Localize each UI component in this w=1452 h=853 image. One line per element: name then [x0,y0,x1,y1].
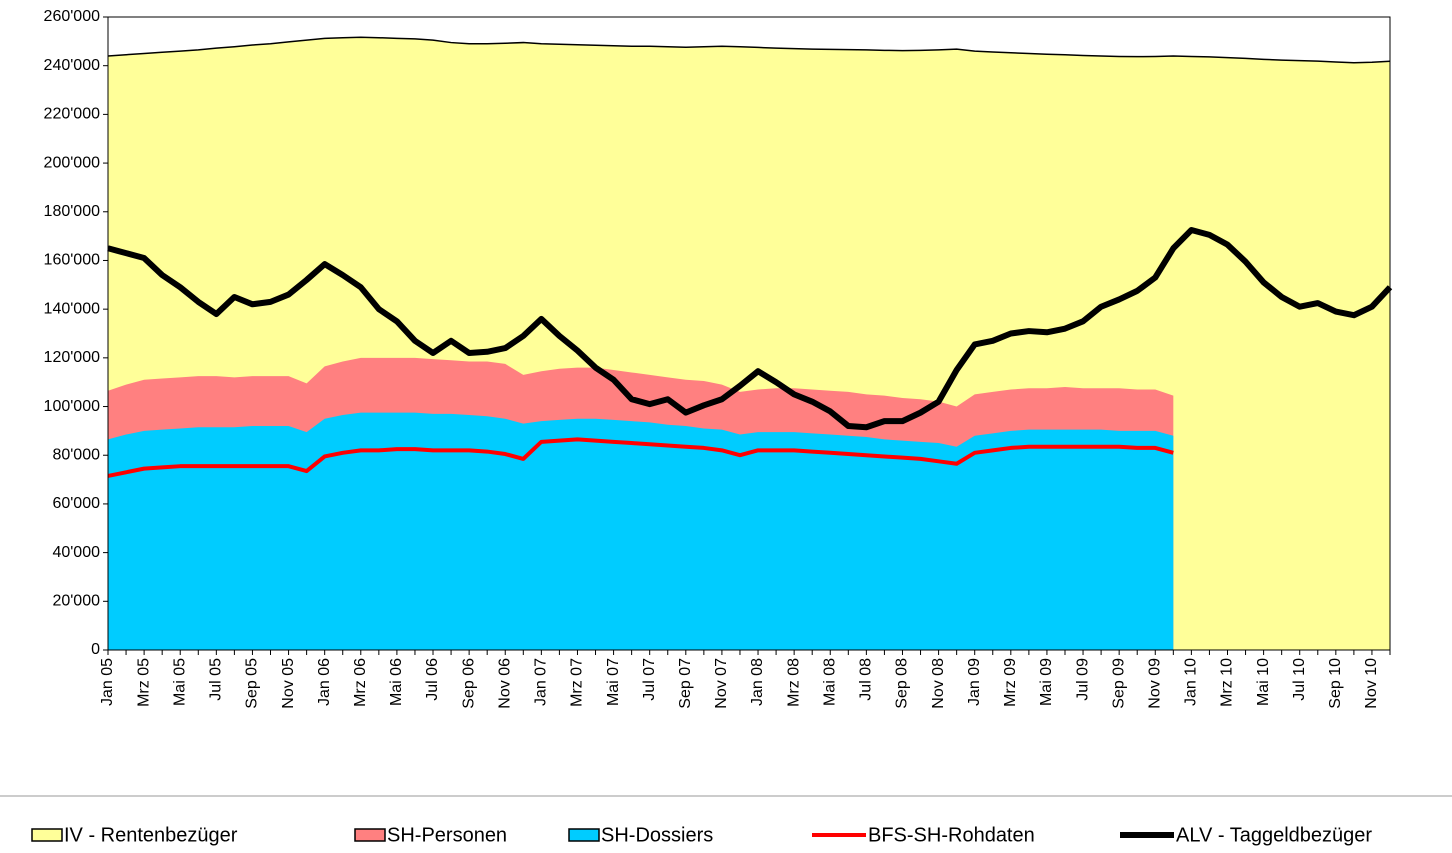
x-tick-label: Jan 06 [316,658,333,706]
x-tick-label: Nov 05 [280,658,297,709]
legend-label: ALV - Taggeldbezüger [1176,824,1372,846]
x-tick-label: Mai 07 [605,658,622,706]
x-tick-label: Nov 07 [713,658,730,709]
y-tick-label: 80'000 [52,446,100,463]
x-tick-label: Jan 08 [749,658,766,706]
x-tick-label: Jan 09 [966,658,983,706]
line [107,227,1393,431]
x-tick-label: Mrz 07 [569,658,586,707]
x-tick-label: Mrz 05 [135,658,152,707]
legend-label: IV - Rentenbezüger [64,824,238,846]
y-tick-label: 240'000 [44,57,101,74]
line [107,437,1174,478]
y-tick-label: 20'000 [52,593,100,610]
y-tick-label: 40'000 [52,544,100,561]
legend-label: SH-Dossiers [601,824,713,846]
x-tick-label: Sep 07 [677,658,694,709]
legend-swatch [354,828,386,842]
x-tick-label: Mrz 10 [1219,658,1236,707]
y-tick-label: 260'000 [44,8,101,25]
y-tick-label: 200'000 [44,154,101,171]
x-tick-label: Jul 07 [641,658,658,701]
y-tick-label: 180'000 [44,203,101,220]
x-tick-label: Jul 06 [424,658,441,701]
x-tick-label: Mrz 06 [352,658,369,707]
x-tick-label: Nov 08 [930,658,947,709]
x-tick-label: Sep 05 [244,658,261,709]
legend-label: BFS-SH-Rohdaten [868,824,1035,846]
x-tick-label: Jan 05 [99,658,116,706]
x-tick-label: Mai 10 [1255,658,1272,706]
x-tick-label: Sep 06 [460,658,477,709]
x-tick-label: Nov 09 [1146,658,1163,709]
x-tick-label: Sep 10 [1327,658,1344,709]
x-tick-label: Mai 09 [1038,658,1055,706]
x-tick-label: Sep 08 [894,658,911,709]
x-tick-label: Mrz 09 [1002,658,1019,707]
y-tick-label: 220'000 [44,106,101,123]
x-tick-label: Mrz 08 [785,658,802,707]
y-tick-label: 140'000 [44,300,101,317]
x-tick-label: Jul 09 [1074,658,1091,701]
x-tick-label: Nov 10 [1363,658,1380,709]
x-tick-label: Jan 07 [533,658,550,706]
y-tick-label: 120'000 [44,349,101,366]
x-tick-label: Nov 06 [496,658,513,709]
x-tick-label: Mai 08 [821,658,838,706]
x-tick-label: Jan 10 [1183,658,1200,706]
legend-swatch [568,828,600,842]
x-tick-label: Jul 08 [858,658,875,701]
y-tick-label: 60'000 [52,495,100,512]
x-tick-label: Mai 05 [171,658,188,706]
area-outline [107,36,1391,64]
area [108,412,1174,650]
x-tick-label: Jul 10 [1291,658,1308,701]
y-tick-label: 0 [91,641,100,658]
plot-frame [107,16,1391,651]
legend-label: SH-Personen [387,824,507,846]
x-tick-label: Jul 05 [208,658,225,701]
x-tick-label: Mai 06 [388,658,405,706]
y-tick-label: 160'000 [44,252,101,269]
legend-swatch [31,828,63,842]
y-tick-label: 100'000 [44,398,101,415]
x-tick-label: Sep 09 [1110,658,1127,709]
